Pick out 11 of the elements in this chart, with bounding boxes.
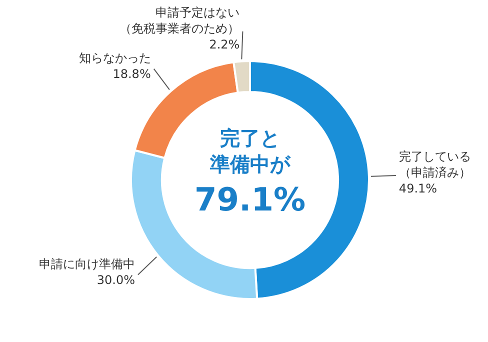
text: 準備中が [209,152,291,176]
data-label: 30.0% [96,272,135,287]
data-label: 2.2% [209,37,240,52]
slice-label: 知らなかった [78,50,151,65]
slice-label: 申請に向け準備中 [38,256,135,271]
text: 完了と [220,126,280,150]
slice-label: 完了している（申請済み） [398,150,471,180]
data-label: 18.8% [112,66,151,81]
slice-label: 申請予定はない（免税事業者のため） [120,5,240,36]
text: 79.1% [194,180,306,218]
data-label: 49.1% [398,182,438,196]
